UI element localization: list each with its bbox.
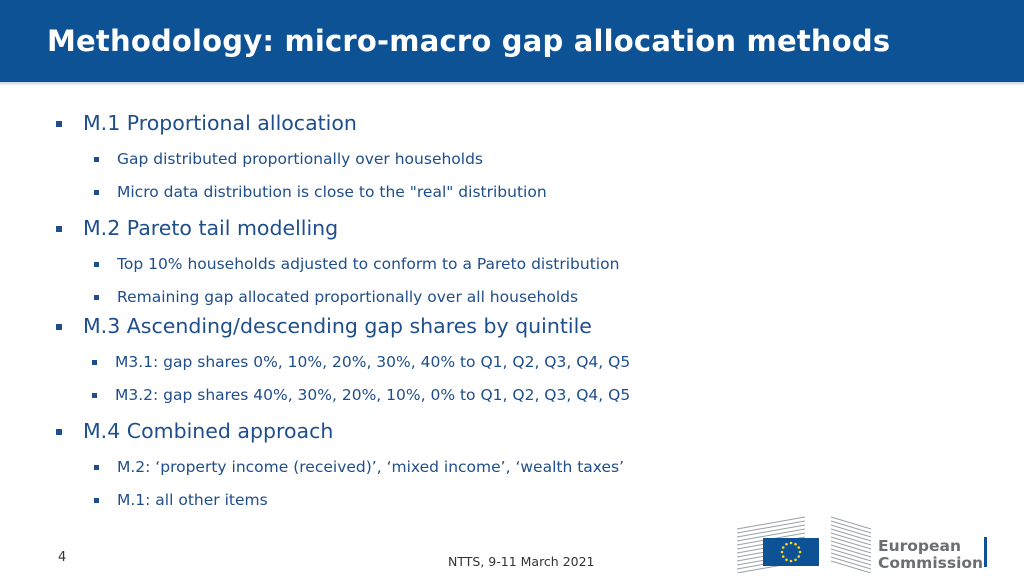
sub-bullet-icon (94, 498, 99, 503)
sub-bullet-icon (94, 190, 99, 195)
european-commission-logo (736, 516, 987, 573)
eu-stars-icon (780, 541, 802, 563)
bullet-icon (56, 121, 62, 127)
eu-star (797, 555, 801, 558)
method-detail: Gap distributed proportionally over hous… (117, 150, 484, 168)
sub-bullet-icon (94, 295, 99, 300)
method-detail: M3.2: gap shares 40%, 30%, 20%, 10%, 0% … (115, 386, 631, 404)
logo-divider (984, 537, 987, 567)
bullet-icon (56, 429, 62, 435)
eu-star (781, 555, 785, 558)
berlaymont-building-icon (736, 516, 872, 573)
sub-bullet-icon (94, 262, 99, 267)
method-detail: M.1: all other items (117, 491, 268, 509)
sub-bullet-icon (92, 393, 97, 398)
method-heading-m3: M.3 Ascending/descending gap shares by q… (83, 314, 592, 338)
logo-text-commission: Commission (878, 554, 984, 572)
sub-bullet-icon (94, 465, 99, 470)
method-detail: Micro data distribution is close to the … (117, 183, 547, 201)
page-number: 4 (58, 550, 67, 565)
event-caption: NTTS, 9-11 March 2021 (448, 554, 595, 569)
slide-title: Methodology: micro-macro gap allocation … (47, 24, 891, 58)
eu-star (789, 541, 793, 545)
bullet-icon (56, 226, 62, 232)
method-detail: M.2: ‘property income (received)’, ‘mixe… (117, 458, 625, 476)
eu-star (789, 559, 793, 563)
eu-star (785, 542, 788, 546)
method-detail: M3.1: gap shares 0%, 10%, 20%, 30%, 40% … (115, 353, 631, 371)
eu-star (798, 550, 802, 554)
eu-star (781, 546, 785, 549)
method-detail: Remaining gap allocated proportionally o… (117, 288, 579, 306)
eu-star (797, 546, 801, 549)
sub-bullet-icon (94, 157, 99, 162)
eu-star (794, 558, 797, 562)
method-heading-m1: M.1 Proportional allocation (83, 111, 357, 135)
method-heading-m4: M.4 Combined approach (83, 419, 334, 443)
eu-star (794, 542, 797, 546)
bullet-icon (56, 324, 62, 330)
method-detail: Top 10% households adjusted to conform t… (117, 255, 620, 273)
title-bar: Methodology: micro-macro gap allocation … (0, 0, 1024, 82)
method-heading-m2: M.2 Pareto tail modelling (83, 216, 339, 240)
eu-star (785, 558, 788, 562)
sub-bullet-icon (92, 360, 97, 365)
logo-text-european: European (878, 537, 962, 555)
title-bar-shadow (0, 82, 1024, 86)
eu-star (780, 550, 784, 554)
